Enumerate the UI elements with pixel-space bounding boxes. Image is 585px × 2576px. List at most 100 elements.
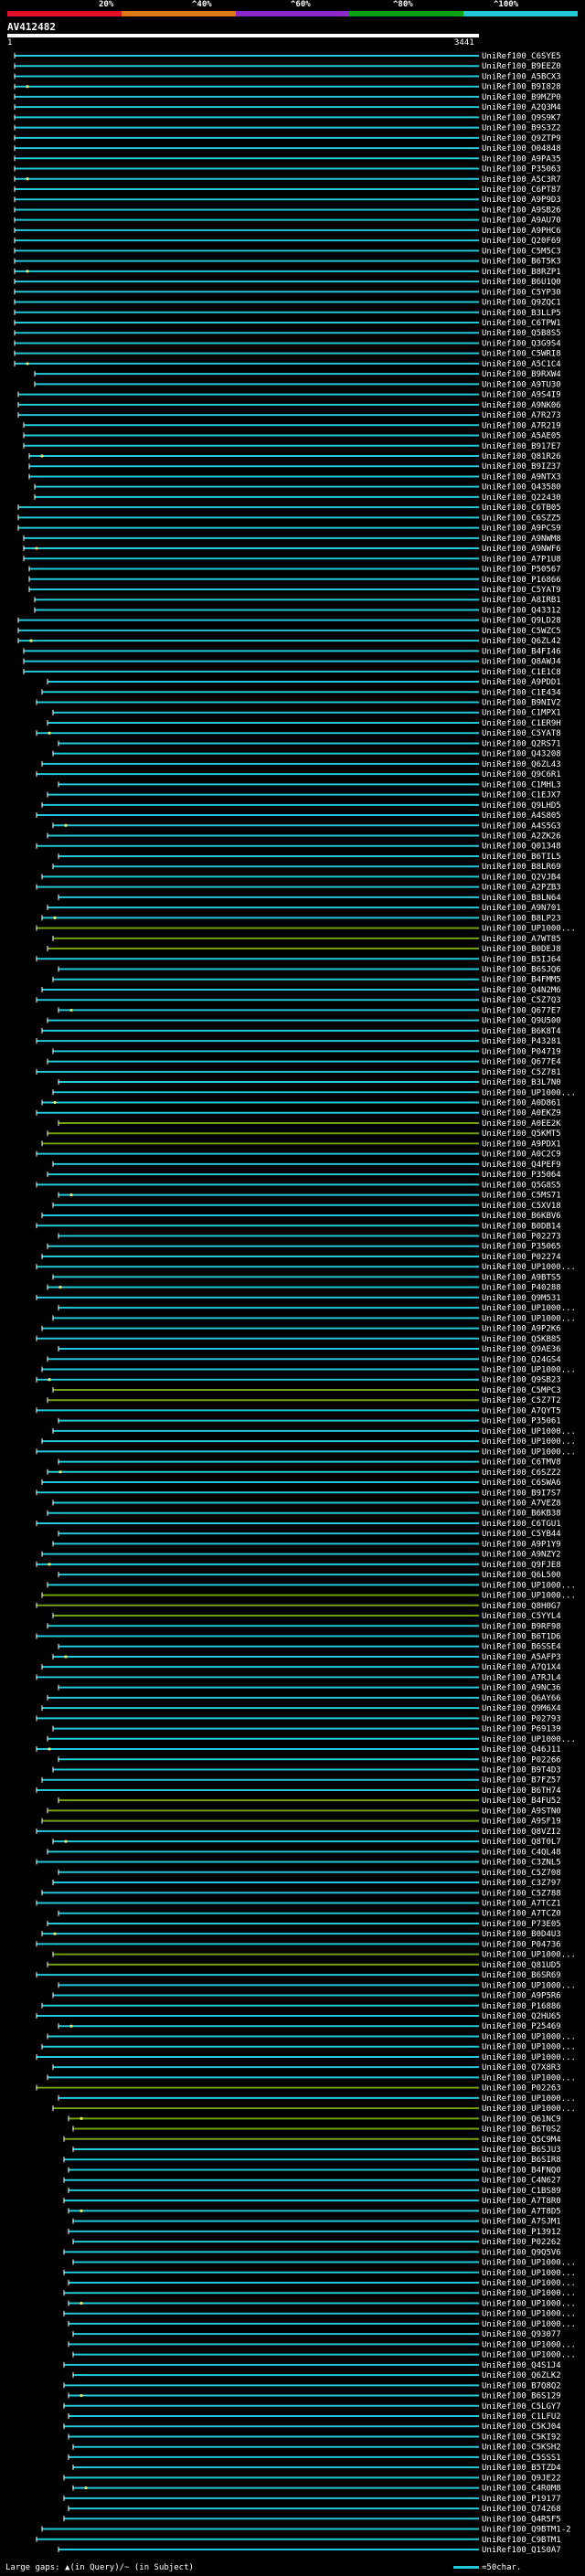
hit-label[interactable]: UniRef100_B6T5K3 — [482, 258, 561, 267]
hit-row[interactable]: UniRef100_A7RJL4 — [36, 1673, 561, 1682]
hit-label[interactable]: UniRef100_C5XV18 — [482, 1202, 561, 1211]
hit-label[interactable]: UniRef100_P69139 — [482, 1725, 561, 1734]
hit-row[interactable]: UniRef100_C5MS71 — [58, 1192, 561, 1201]
hit-label[interactable]: UniRef100_UP1000... — [482, 1088, 576, 1097]
hit-row[interactable]: UniRef100_Q6ZL43 — [41, 760, 561, 769]
hit-label[interactable]: UniRef100_Q5KMT5 — [482, 1129, 561, 1139]
hit-label[interactable]: UniRef100_B5IJ64 — [482, 955, 561, 964]
hit-row[interactable]: UniRef100_C4N627 — [63, 2177, 561, 2186]
hit-label[interactable]: UniRef100_Q9M6X4 — [482, 1704, 561, 1713]
hit-row[interactable]: UniRef100_Q4PEF9 — [52, 1161, 561, 1170]
hit-row[interactable]: UniRef100_A5AFP3 — [52, 1653, 561, 1662]
hit-label[interactable]: UniRef100_Q81UD5 — [482, 1961, 561, 1970]
hit-row[interactable]: UniRef100_C3ZNL5 — [36, 1859, 561, 1868]
hit-label[interactable]: UniRef100_B7FZ57 — [482, 1776, 561, 1786]
hit-label[interactable]: UniRef100_A9AU70 — [482, 217, 561, 226]
hit-label[interactable]: UniRef100_A0EE2K — [482, 1119, 561, 1129]
hit-row[interactable]: UniRef100_B6T5K3 — [14, 258, 561, 267]
hit-row[interactable]: UniRef100_B7FZ57 — [41, 1776, 561, 1786]
hit-label[interactable]: UniRef100_B8RZP1 — [482, 268, 561, 277]
hit-label[interactable]: UniRef100_A9P5R6 — [482, 1992, 561, 2001]
hit-row[interactable]: UniRef100_UP1000... — [41, 1365, 576, 1374]
hit-label[interactable]: UniRef100_A9N701 — [482, 904, 561, 913]
hit-row[interactable]: UniRef100_Q43312 — [34, 606, 561, 615]
hit-label[interactable]: UniRef100_Q8AWJ4 — [482, 658, 561, 667]
hit-row[interactable]: UniRef100_C5YAT8 — [36, 729, 561, 738]
hit-row[interactable]: UniRef100_A2ZK26 — [47, 832, 561, 842]
hit-row[interactable]: UniRef100_C5YP30 — [14, 288, 561, 297]
hit-label[interactable]: UniRef100_A5C1C4 — [482, 360, 561, 369]
hit-row[interactable]: UniRef100_B6S129 — [68, 2392, 561, 2401]
hit-row[interactable]: UniRef100_A4S5G3 — [52, 822, 561, 831]
hit-row[interactable]: UniRef100_UP1000... — [68, 2279, 576, 2288]
hit-row[interactable]: UniRef100_B9EEZ0 — [14, 62, 561, 71]
hit-label[interactable]: UniRef100_B4FU52 — [482, 1797, 561, 1806]
hit-row[interactable]: UniRef100_C1ER9H — [47, 719, 561, 728]
hit-row[interactable]: UniRef100_Q9LD28 — [17, 617, 561, 626]
hit-label[interactable]: UniRef100_C5SSS1 — [482, 2454, 561, 2463]
hit-label[interactable]: UniRef100_Q6AY66 — [482, 1694, 561, 1703]
hit-row[interactable]: UniRef100_Q9FJE8 — [36, 1561, 561, 1570]
hit-row[interactable]: UniRef100_Q9ZQC1 — [14, 299, 561, 308]
hit-label[interactable]: UniRef100_C5M5C3 — [482, 247, 561, 256]
hit-label[interactable]: UniRef100_A7TCZ1 — [482, 1899, 561, 1908]
hit-row[interactable]: UniRef100_UP1000... — [58, 1981, 576, 1990]
hit-label[interactable]: UniRef100_B8LP23 — [482, 914, 561, 923]
hit-label[interactable]: UniRef100_C4R0M8 — [482, 2485, 561, 2494]
hit-row[interactable]: UniRef100_C6SZZ5 — [17, 514, 561, 523]
hit-row[interactable]: UniRef100_Q43208 — [52, 750, 561, 759]
hit-label[interactable]: UniRef100_UP1000... — [482, 1981, 576, 1990]
hit-label[interactable]: UniRef100_C5LGY7 — [482, 2402, 561, 2412]
hit-label[interactable]: UniRef100_C5MS71 — [482, 1192, 561, 1201]
hit-label[interactable]: UniRef100_Q677E4 — [482, 1058, 561, 1067]
hit-label[interactable]: UniRef100_Q8VZI2 — [482, 1828, 561, 1837]
hit-label[interactable]: UniRef100_P16886 — [482, 2002, 561, 2011]
hit-label[interactable]: UniRef100_B9MZP0 — [482, 93, 561, 102]
hit-label[interactable]: UniRef100_UP1000... — [482, 2043, 576, 2052]
hit-row[interactable]: UniRef100_P35065 — [47, 1243, 561, 1252]
hit-row[interactable]: UniRef100_UP1000... — [58, 1304, 576, 1313]
hit-row[interactable]: UniRef100_B6SJQ6 — [58, 966, 561, 975]
hit-label[interactable]: UniRef100_C5YAT8 — [482, 729, 561, 738]
hit-row[interactable]: UniRef100_P02263 — [36, 2084, 561, 2094]
hit-row[interactable]: UniRef100_A5C1C4 — [14, 360, 561, 369]
hit-row[interactable]: UniRef100_P02266 — [58, 1755, 561, 1765]
hit-row[interactable]: UniRef100_B4FU52 — [58, 1797, 561, 1806]
hit-row[interactable]: UniRef100_A7T8D5 — [68, 2207, 561, 2216]
hit-row[interactable]: UniRef100_Q9ZTP9 — [14, 134, 561, 143]
hit-label[interactable]: UniRef100_C5Z781 — [482, 1068, 561, 1077]
hit-row[interactable]: UniRef100_B6SR69 — [36, 1971, 561, 1980]
hit-row[interactable]: UniRef100_A9PDX1 — [41, 1140, 561, 1149]
hit-label[interactable]: UniRef100_UP1000... — [482, 2289, 576, 2298]
hit-label[interactable]: UniRef100_C5YP30 — [482, 288, 561, 297]
hit-row[interactable]: UniRef100_B8LN64 — [58, 894, 561, 903]
hit-row[interactable]: UniRef100_Q6ZLK2 — [72, 2371, 561, 2380]
hit-label[interactable]: UniRef100_B6KBV6 — [482, 1212, 561, 1221]
hit-row[interactable]: UniRef100_Q46J11 — [36, 1745, 561, 1754]
hit-label[interactable]: UniRef100_C1E434 — [482, 688, 561, 697]
hit-row[interactable]: UniRef100_Q9S9K7 — [14, 113, 561, 122]
hit-row[interactable]: UniRef100_UP1000... — [68, 2299, 576, 2308]
hit-row[interactable]: UniRef100_Q20F69 — [14, 237, 561, 246]
hit-label[interactable]: UniRef100_B6SR69 — [482, 1971, 561, 1980]
hit-label[interactable]: UniRef100_C6PT87 — [482, 186, 561, 195]
hit-label[interactable]: UniRef100_P19177 — [482, 2495, 561, 2504]
hit-row[interactable]: UniRef100_UP1000... — [63, 2289, 576, 2298]
hit-label[interactable]: UniRef100_P16866 — [482, 576, 561, 585]
hit-row[interactable]: UniRef100_Q677E4 — [47, 1058, 561, 1067]
hit-row[interactable]: UniRef100_UP1000... — [36, 1263, 576, 1272]
hit-row[interactable]: UniRef100_A7SJM1 — [72, 2218, 561, 2227]
hit-row[interactable]: UniRef100_B4FI46 — [23, 647, 561, 656]
hit-row[interactable]: UniRef100_UP1000... — [47, 2073, 576, 2083]
hit-label[interactable]: UniRef100_Q24GS4 — [482, 1355, 561, 1364]
hit-row[interactable]: UniRef100_A2PZB3 — [36, 884, 561, 893]
hit-row[interactable]: UniRef100_C5YYL4 — [52, 1612, 561, 1621]
hit-row[interactable]: UniRef100_Q8VZI2 — [36, 1828, 561, 1837]
hit-label[interactable]: UniRef100_C5Z708 — [482, 1869, 561, 1878]
hit-label[interactable]: UniRef100_B9RXW4 — [482, 370, 561, 379]
hit-label[interactable]: UniRef100_Q22430 — [482, 493, 561, 503]
hit-label[interactable]: UniRef100_C6TPW1 — [482, 319, 561, 328]
hit-row[interactable]: UniRef100_B9RF98 — [47, 1622, 561, 1631]
hit-label[interactable]: UniRef100_C3ZNL5 — [482, 1859, 561, 1868]
hit-label[interactable]: UniRef100_C5YB44 — [482, 1530, 561, 1539]
